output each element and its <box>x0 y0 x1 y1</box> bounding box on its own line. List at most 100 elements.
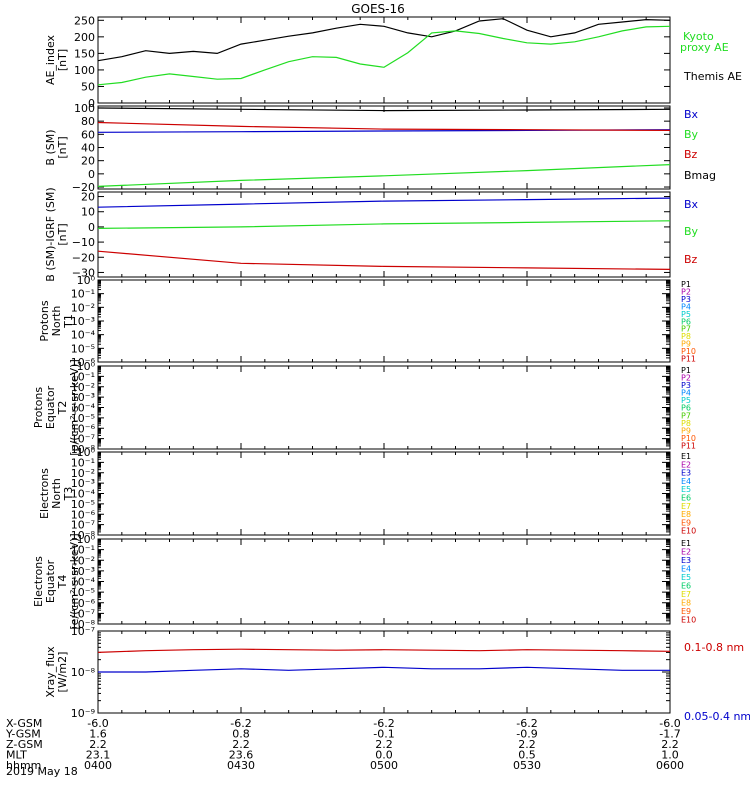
y-axis-label: AE_index <box>44 34 57 85</box>
series-line-2-2 <box>97 164 671 187</box>
orbit-value: 0400 <box>84 759 112 772</box>
orbit-value: 0.5 <box>518 749 536 762</box>
legend-proxy-ae: proxy AE <box>680 41 729 54</box>
y-tick-label: 10⁻¹ <box>71 370 95 383</box>
y-axis-label: T3 <box>62 487 75 502</box>
legend-bz: Bz <box>684 148 698 161</box>
y-tick-label: 10⁻⁴ <box>71 488 96 501</box>
series-line-2-3 <box>97 121 671 131</box>
y-axis-label: [nT] <box>56 49 69 71</box>
legend-themis-ae: Themis AE <box>683 70 742 83</box>
y-axis-label: T1 <box>62 314 75 329</box>
orbit-row-label: MLT <box>6 749 27 762</box>
y-tick-label: 10⁻⁸ <box>71 666 96 679</box>
y-axis-label: North <box>50 306 63 337</box>
orbit-value: 23.1 <box>86 749 111 762</box>
orbit-value: -6.2 <box>230 717 251 730</box>
y-axis-label: Protons <box>32 387 45 428</box>
orbit-value: 0430 <box>227 759 255 772</box>
y-axis-label: [e/(cm²-s-sr-keV)] <box>68 533 81 629</box>
orbit-value: 0.8 <box>232 728 250 741</box>
orbit-value: 2.2 <box>375 738 393 751</box>
y-axis-label: Equator <box>44 385 57 429</box>
legend-p10: P10 <box>681 434 696 443</box>
legend-short-band: 0.05-0.4 nm <box>684 710 750 723</box>
panel-7-frame <box>97 538 671 625</box>
y-tick-label: 10⁻⁷ <box>71 625 95 638</box>
y-tick-label: 100 <box>74 64 95 77</box>
legend-p4: P4 <box>681 389 691 398</box>
legend-p3: P3 <box>681 381 691 390</box>
y-axis-label: [nT] <box>56 223 69 245</box>
legend-p10: P10 <box>681 347 696 356</box>
legend-e1: E1 <box>681 452 691 461</box>
y-tick-label: −10 <box>72 236 95 249</box>
legend-e6: E6 <box>681 582 691 591</box>
legend-e4: E4 <box>681 477 691 486</box>
legend-e2: E2 <box>681 460 691 469</box>
y-tick-label: 10⁻² <box>71 467 95 480</box>
y-tick-label: 10⁻² <box>71 301 95 314</box>
y-tick-label: 10 <box>81 206 95 219</box>
legend-e6: E6 <box>681 494 691 503</box>
y-axis-label: Protons <box>38 300 51 341</box>
y-tick-label: 10⁻³ <box>71 391 95 404</box>
panel-8-frame <box>97 630 671 714</box>
y-tick-label: 50 <box>81 80 95 93</box>
y-tick-label: 200 <box>74 31 95 44</box>
series-line-3-3 <box>97 250 671 270</box>
legend-p9: P9 <box>681 426 691 435</box>
y-tick-label: 10⁻² <box>71 554 95 567</box>
orbit-value: 0600 <box>656 759 684 772</box>
orbit-value: 1.0 <box>661 749 679 762</box>
y-tick-label: 10⁻⁸ <box>71 443 96 456</box>
y-tick-label: 10⁻⁵ <box>71 498 95 511</box>
legend-e9: E9 <box>681 518 691 527</box>
y-tick-label: 10⁻¹ <box>71 288 95 301</box>
orbit-value: 0500 <box>370 759 398 772</box>
legend-e4: E4 <box>681 565 691 574</box>
legend-p5: P5 <box>681 310 691 319</box>
plot-title: GOES-16 <box>351 2 405 16</box>
orbit-value: 23.6 <box>229 749 254 762</box>
y-axis-label: [nT] <box>56 136 69 158</box>
y-tick-label: 10⁻⁶ <box>71 356 96 369</box>
legend-e7: E7 <box>681 590 691 599</box>
y-axis-label: B (SM)-IGRF (SM) <box>44 187 57 281</box>
legend-e5: E5 <box>681 485 691 494</box>
legend-long-band: 0.1-0.8 nm <box>684 641 744 654</box>
legend-e5: E5 <box>681 573 691 582</box>
legend-p8: P8 <box>681 419 691 428</box>
orbit-value: -6.0 <box>659 717 680 730</box>
y-tick-label: 10⁻³ <box>71 477 95 490</box>
y-axis-label: [p/(cm²-s-sr-keV)] <box>68 359 81 456</box>
orbit-row-label: Y-GSM <box>5 728 41 741</box>
orbit-value: 2.2 <box>89 738 107 751</box>
legend-e10: E10 <box>681 616 696 625</box>
y-tick-label: 10⁻⁴ <box>71 576 96 589</box>
legend-bx: Bx <box>684 108 699 121</box>
orbit-value: -0.9 <box>516 728 537 741</box>
y-axis-label: Xray_flux <box>44 646 57 698</box>
orbit-value: -0.1 <box>373 728 394 741</box>
orbit-value: 2.2 <box>518 738 536 751</box>
legend-p6: P6 <box>681 317 691 326</box>
y-tick-label: −20 <box>72 181 95 194</box>
y-tick-label: 0 <box>88 97 95 110</box>
y-tick-label: 100 <box>74 102 95 115</box>
y-tick-label: 10⁻⁶ <box>71 597 96 610</box>
y-tick-label: 60 <box>81 128 95 141</box>
legend-bmag: Bmag <box>684 169 716 182</box>
y-tick-label: 10⁻⁷ <box>71 519 95 532</box>
legend-p7: P7 <box>681 411 691 420</box>
legend-e3: E3 <box>681 556 691 565</box>
y-tick-label: 10⁻⁴ <box>71 329 96 342</box>
y-axis-label: [W/m2] <box>56 652 69 693</box>
legend-p7: P7 <box>681 325 691 334</box>
legend-e8: E8 <box>681 599 691 608</box>
y-tick-label: 10⁻⁸ <box>71 529 96 542</box>
legend-bz: Bz <box>684 253 698 266</box>
orbit-value: -6.2 <box>373 717 394 730</box>
y-tick-label: 150 <box>74 47 95 60</box>
series-line-8-2 <box>98 666 670 673</box>
